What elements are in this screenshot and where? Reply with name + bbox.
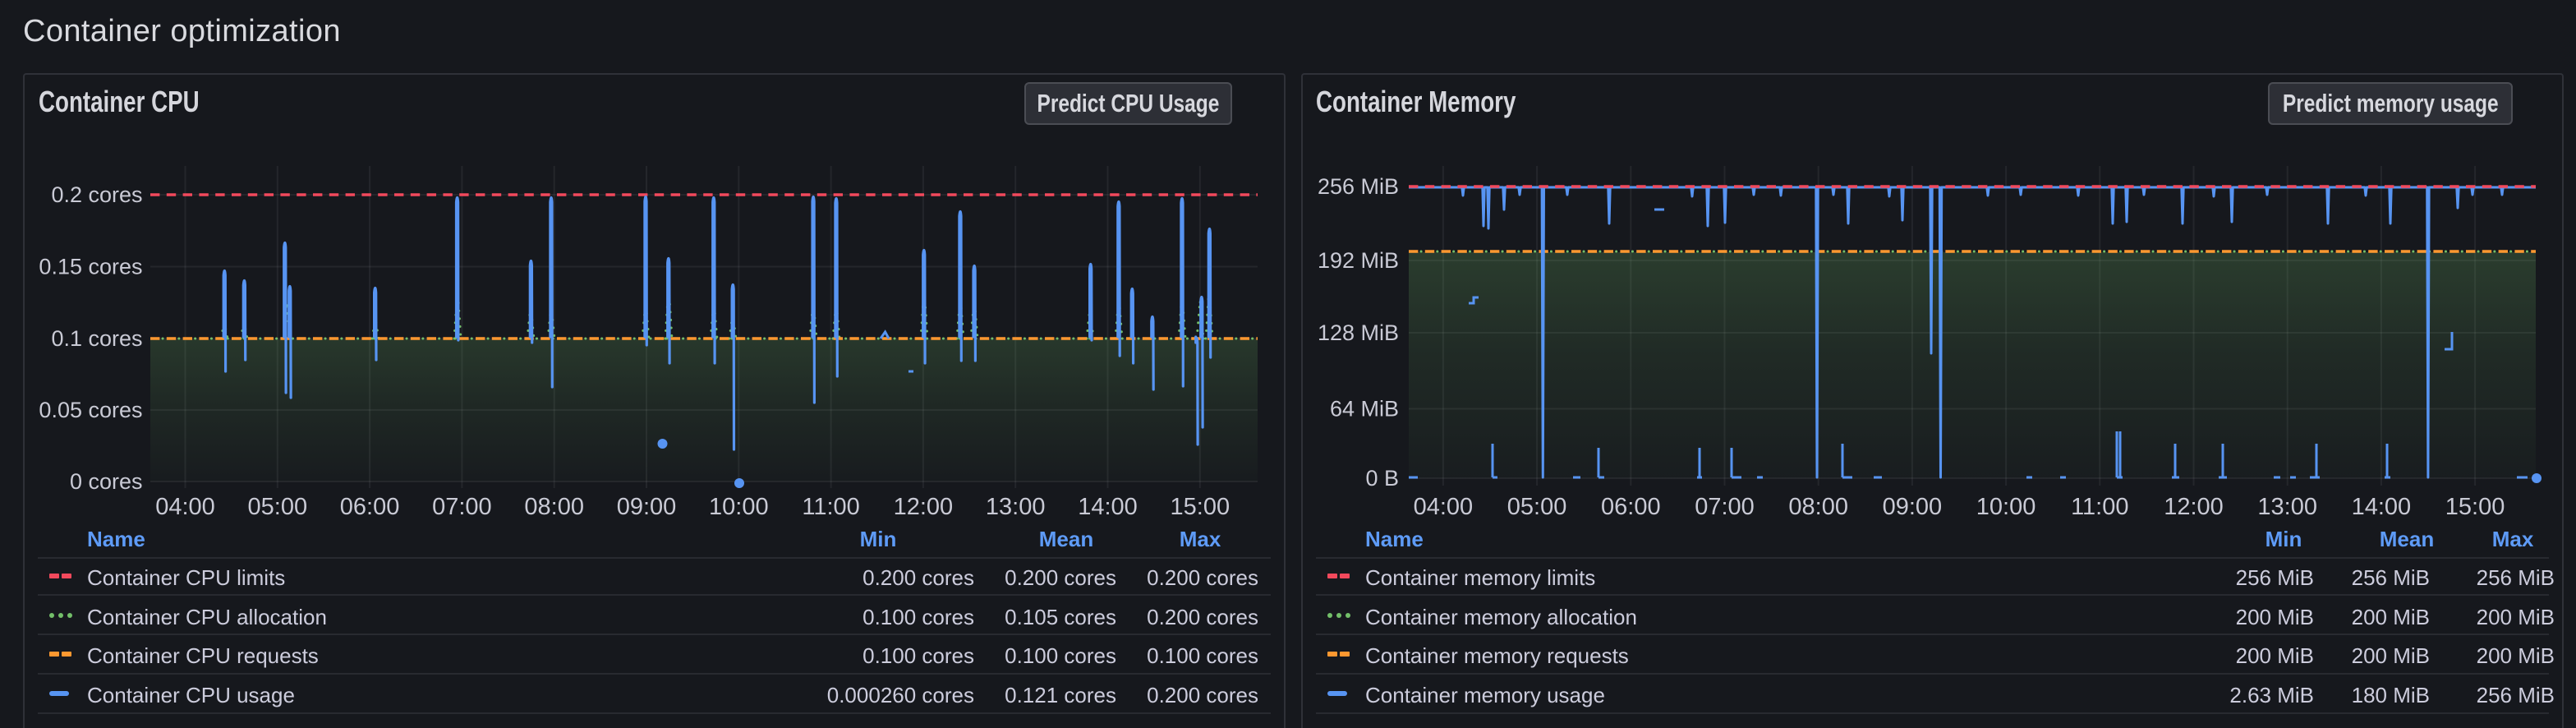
svg-text:11:00: 11:00: [2071, 494, 2128, 520]
svg-text:0.1 cores: 0.1 cores: [51, 326, 142, 351]
svg-text:07:00: 07:00: [432, 494, 492, 520]
svg-text:192 MiB: 192 MiB: [1318, 248, 1399, 273]
svg-text:64 MiB: 64 MiB: [1330, 397, 1399, 422]
svg-text:09:00: 09:00: [617, 494, 677, 520]
svg-text:15:00: 15:00: [2445, 494, 2505, 520]
svg-text:07:00: 07:00: [1695, 494, 1755, 520]
svg-text:05:00: 05:00: [1507, 494, 1567, 520]
svg-text:10:00: 10:00: [1976, 494, 2036, 520]
svg-text:128 MiB: 128 MiB: [1318, 320, 1399, 345]
svg-text:0.2 cores: 0.2 cores: [51, 182, 142, 207]
svg-text:04:00: 04:00: [1414, 494, 1474, 520]
svg-text:05:00: 05:00: [248, 494, 308, 520]
svg-text:04:00: 04:00: [155, 494, 215, 520]
svg-text:06:00: 06:00: [340, 494, 400, 520]
svg-text:12:00: 12:00: [894, 494, 954, 520]
svg-text:08:00: 08:00: [1788, 494, 1848, 520]
svg-text:14:00: 14:00: [1078, 494, 1138, 520]
svg-text:15:00: 15:00: [1171, 494, 1230, 520]
svg-text:256 MiB: 256 MiB: [1318, 174, 1399, 199]
svg-text:11:00: 11:00: [802, 494, 859, 520]
svg-text:0 B: 0 B: [1365, 466, 1399, 491]
svg-text:13:00: 13:00: [986, 494, 1046, 520]
svg-text:13:00: 13:00: [2257, 494, 2317, 520]
svg-text:0 cores: 0 cores: [70, 469, 143, 494]
svg-text:08:00: 08:00: [524, 494, 584, 520]
svg-text:0.05 cores: 0.05 cores: [39, 398, 142, 422]
svg-text:06:00: 06:00: [1601, 494, 1661, 520]
svg-text:10:00: 10:00: [709, 494, 769, 520]
svg-text:14:00: 14:00: [2352, 494, 2412, 520]
svg-text:0.15 cores: 0.15 cores: [39, 255, 142, 279]
svg-text:12:00: 12:00: [2164, 494, 2224, 520]
svg-text:09:00: 09:00: [1883, 494, 1943, 520]
